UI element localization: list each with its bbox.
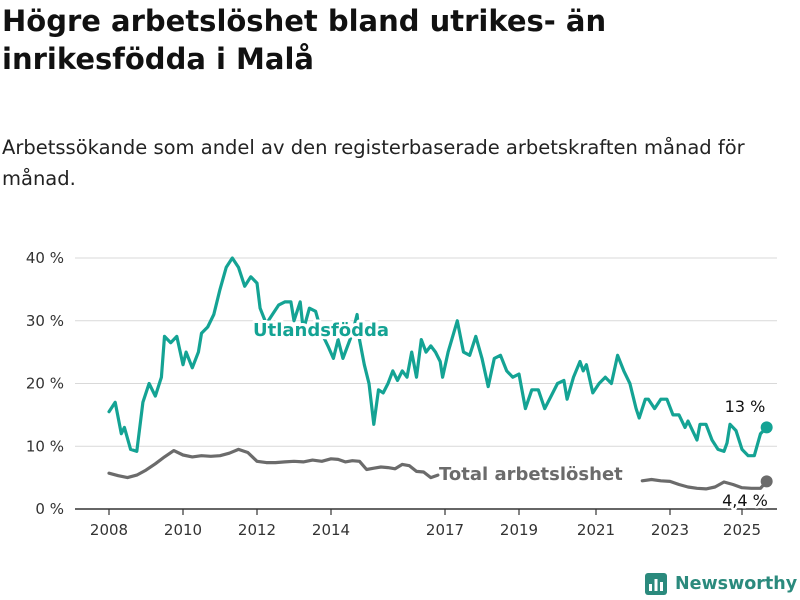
- x-tick-label: 2019: [500, 521, 538, 539]
- series-label-total: Total arbetslöshet: [439, 464, 623, 485]
- series-label-utlandsfodda: Utlandsfödda: [253, 320, 389, 341]
- y-tick-label: 10 %: [26, 437, 64, 455]
- x-tick-label: 2010: [164, 521, 202, 539]
- series-line-total: [640, 477, 769, 491]
- chart-title: Högre arbetslöshet bland utrikes- än inr…: [2, 4, 607, 76]
- series-line-utlandsfodda: [107, 256, 769, 458]
- x-tick-label: 2017: [426, 521, 464, 539]
- end-value-total: 4,4 %: [722, 491, 768, 510]
- y-tick-label: 20 %: [26, 375, 64, 393]
- gridlines: [75, 257, 777, 447]
- axes: 0 % 10 % 20 % 30 % 40 % 2008 2010 2012 2014 2017 2…: [26, 249, 777, 539]
- series-endpoint-total: [760, 475, 773, 488]
- end-value-utlandsfodda: 13 %: [725, 397, 766, 416]
- y-tick-label: 30 %: [26, 312, 64, 330]
- x-tick-label: 2025: [723, 521, 761, 539]
- series-line-total: [107, 447, 440, 480]
- x-tick-label: 2014: [312, 521, 350, 539]
- series-endpoint-utlandsfodda: [760, 421, 773, 434]
- end-value-total-halo: 4,4 %: [722, 491, 768, 510]
- x-tick-label: 2008: [90, 521, 128, 539]
- x-tick-label: 2021: [577, 521, 615, 539]
- newsworthy-logo: Newsworthy: [645, 569, 797, 599]
- brand-name: Newsworthy: [675, 574, 798, 594]
- x-tick-label: 2012: [238, 521, 276, 539]
- bar-chart-icon: [645, 573, 667, 595]
- chart-subtitle: Arbetssökande som andel av den registerb…: [2, 136, 745, 190]
- series-lines: [107, 256, 773, 491]
- x-tick-label: 2023: [651, 521, 689, 539]
- y-tick-label: 0 %: [35, 500, 64, 518]
- series-label-total-halo: Total arbetslöshet: [439, 464, 623, 485]
- series-label-utlandsfodda-halo: Utlandsfödda: [253, 320, 389, 341]
- y-tick-label: 40 %: [26, 249, 64, 267]
